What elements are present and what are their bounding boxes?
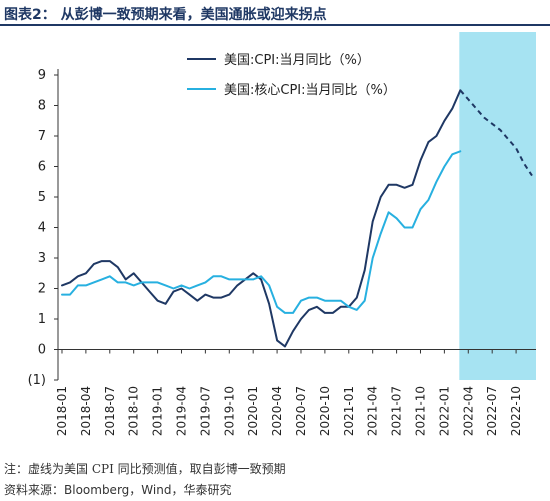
x-tick-label: 2018-07 bbox=[103, 386, 117, 436]
y-tick-label: 6 bbox=[38, 160, 46, 175]
x-tick-label: 2018-10 bbox=[127, 386, 141, 436]
x-tick-label: 2021-07 bbox=[390, 386, 404, 436]
legend-label-1: 美国:CPI:当月同比（%） bbox=[224, 53, 370, 68]
x-tick-label: 2019-04 bbox=[174, 386, 188, 436]
x-tick-label: 2022-07 bbox=[485, 386, 499, 436]
series-forecast-line-1 bbox=[459, 89, 533, 177]
x-tick-label: 2019-10 bbox=[222, 386, 236, 436]
y-tick-label: 9 bbox=[38, 68, 46, 83]
legend-label-2: 美国:核心CPI:当月同比（%） bbox=[224, 83, 396, 98]
x-tick-label: 2021-01 bbox=[342, 386, 356, 436]
series-line-2 bbox=[61, 150, 462, 314]
y-tick-label: 2 bbox=[38, 282, 46, 297]
x-tick-label: 2020-07 bbox=[294, 386, 308, 436]
x-tick-label: 2018-01 bbox=[55, 386, 69, 436]
title-underline bbox=[0, 24, 550, 26]
x-tick-label: 2021-10 bbox=[413, 386, 427, 436]
chart-note: 注：虚线为美国 CPI 同比预测值，取自彭博一致预期 bbox=[4, 462, 286, 476]
x-tick-label: 2018-04 bbox=[79, 386, 93, 436]
x-tick-label: 2019-07 bbox=[198, 386, 212, 436]
y-tick-label: 4 bbox=[38, 221, 46, 236]
y-tick-label: 7 bbox=[38, 129, 46, 144]
figure-title: 图表2： 从彭博一致预期来看，美国通胀或迎来拐点 bbox=[4, 7, 327, 23]
cpi-line-chart: 9 8 7 6 5 4 3 2 1 0 (1) 2018-01 2018-04 2018-07 2018-1… bbox=[28, 32, 536, 436]
x-tick-label: 2020-01 bbox=[246, 386, 260, 436]
y-tick-label: 5 bbox=[38, 190, 46, 205]
y-tick-label: (1) bbox=[28, 373, 46, 388]
x-tick-label: 2019-01 bbox=[151, 386, 165, 436]
x-tick-label: 2022-10 bbox=[509, 386, 523, 436]
forecast-shading bbox=[459, 32, 536, 380]
chart-source: 资料来源：Bloomberg，Wind，华泰研究 bbox=[4, 483, 232, 497]
x-tick-label: 2022-01 bbox=[437, 386, 451, 436]
x-tick-label: 2022-04 bbox=[461, 386, 475, 436]
y-tick-label: 3 bbox=[38, 251, 46, 266]
y-tick-label: 1 bbox=[38, 312, 46, 327]
figure-header: 图表2： 从彭博一致预期来看，美国通胀或迎来拐点 bbox=[0, 0, 550, 28]
x-tick-label: 2020-04 bbox=[270, 386, 284, 436]
series-line-1 bbox=[61, 89, 462, 348]
x-tick-label: 2020-10 bbox=[318, 386, 332, 436]
x-tick-label: 2021-04 bbox=[366, 386, 380, 436]
y-tick-label: 0 bbox=[38, 343, 46, 358]
y-tick-label: 8 bbox=[38, 99, 46, 114]
